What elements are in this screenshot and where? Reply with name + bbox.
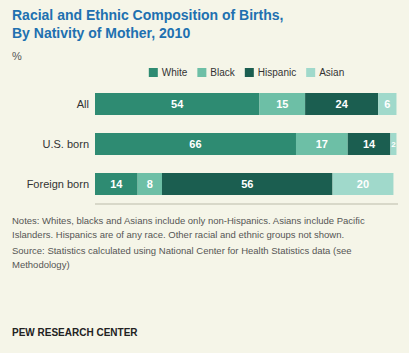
source: PEW RESEARCH CENTER <box>12 327 138 338</box>
chart: Racial and Ethnic Composition of Births,… <box>0 0 409 353</box>
bar <box>296 133 348 155</box>
bar <box>95 133 296 155</box>
data-label: 14 <box>363 138 376 150</box>
note: Notes: Whites, blacks and Asians include… <box>12 215 365 226</box>
legend-label: Hispanic <box>258 67 296 78</box>
data-label: 15 <box>276 98 288 110</box>
data-label: 17 <box>316 138 328 150</box>
y-tick-label: Foreign born <box>27 178 89 190</box>
axis-label: % <box>12 50 22 62</box>
legend-swatch <box>149 68 158 77</box>
legend-swatch <box>197 68 206 77</box>
data-label: 8 <box>147 178 153 190</box>
bar <box>390 133 396 155</box>
y-tick-label: U.S. born <box>43 138 89 150</box>
bar <box>259 93 305 115</box>
legend-item: Black <box>197 67 235 78</box>
bar <box>95 93 259 115</box>
legend-swatch <box>306 68 315 77</box>
title: Racial and Ethnic Composition of Births, <box>12 7 283 23</box>
legend-label: Black <box>210 67 235 78</box>
subtitle: By Nativity of Mother, 2010 <box>12 25 190 41</box>
data-label: 6 <box>384 98 390 110</box>
note: Methodology) <box>12 259 70 270</box>
data-labels: 541524666171421485620 <box>110 98 396 190</box>
y-tick-label: All <box>77 98 89 110</box>
legend: White Black Hispanic Asian <box>149 67 344 78</box>
bars <box>95 93 396 195</box>
bar <box>378 93 396 115</box>
data-label: 20 <box>357 178 369 190</box>
legend-swatch <box>245 68 254 77</box>
note: Source: Statistics calculated using Nati… <box>12 245 352 256</box>
bar <box>305 93 378 115</box>
background <box>0 0 409 353</box>
bar <box>162 173 333 195</box>
legend-label: White <box>162 67 188 78</box>
data-label: 56 <box>241 178 253 190</box>
data-label: 54 <box>171 98 184 110</box>
x-axis-line <box>95 204 398 205</box>
data-label: 66 <box>189 138 201 150</box>
bar <box>138 173 162 195</box>
legend-item: White <box>149 67 188 78</box>
bar <box>333 173 394 195</box>
legend-label: Asian <box>319 67 344 78</box>
legend-item: Hispanic <box>245 67 296 78</box>
bar <box>95 173 138 195</box>
data-label: 14 <box>110 178 123 190</box>
note: Islanders. Hispanics are of any race. Ot… <box>12 229 344 240</box>
legend-item: Asian <box>306 67 344 78</box>
bar <box>348 133 391 155</box>
data-label: 2 <box>391 140 396 149</box>
data-label: 24 <box>336 98 349 110</box>
